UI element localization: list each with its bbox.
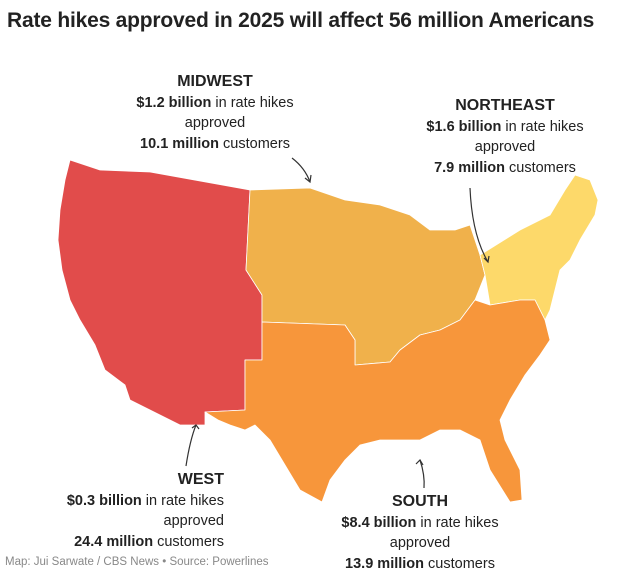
label: in rate hikes xyxy=(501,118,584,135)
rate-hike-amount: $8.4 billion xyxy=(341,514,417,531)
label: approved xyxy=(474,139,536,155)
label: in rate hikes xyxy=(211,94,294,111)
arrow-northeast xyxy=(469,187,489,263)
arrow-south xyxy=(419,459,425,489)
annotation-west: WEST $0.3 billion in rate hikes approved… xyxy=(10,470,224,552)
source-credit: Map: Jui Sarwate / CBS News • Source: Po… xyxy=(5,556,269,568)
annotation-south: SOUTH $8.4 billion in rate hikes approve… xyxy=(315,492,525,574)
label: approved xyxy=(163,513,224,529)
map-title: Rate hikes approved in 2025 will affect … xyxy=(7,9,595,32)
label: customers xyxy=(424,555,495,572)
arrow-midwest xyxy=(291,157,311,183)
customers-count: 13.9 million xyxy=(345,555,425,572)
customers-count: 24.4 million xyxy=(74,533,154,550)
arrow-west xyxy=(185,424,197,467)
rate-hike-amount: $1.2 billion xyxy=(136,94,212,111)
region-name: SOUTH xyxy=(392,493,448,510)
annotation-midwest: MIDWEST $1.2 billion in rate hikes appro… xyxy=(110,72,320,154)
region-name: NORTHEAST xyxy=(455,97,555,114)
label: customers xyxy=(219,135,290,152)
rate-hike-amount: $1.6 billion xyxy=(426,118,502,135)
rate-hike-amount: $0.3 billion xyxy=(66,492,142,509)
region-name: MIDWEST xyxy=(177,73,253,90)
label: in rate hikes xyxy=(141,492,224,509)
customers-count: 7.9 million xyxy=(434,159,505,176)
region-northeast xyxy=(479,174,599,321)
label: customers xyxy=(505,159,576,176)
customers-count: 10.1 million xyxy=(140,135,220,152)
region-south xyxy=(204,299,551,503)
label: approved xyxy=(184,115,246,131)
region-name: WEST xyxy=(177,471,224,488)
annotation-arrows xyxy=(185,157,490,489)
label: approved xyxy=(389,535,451,551)
label: in rate hikes xyxy=(416,514,499,531)
label: customers xyxy=(153,533,224,550)
annotation-northeast: NORTHEAST $1.6 billion in rate hikes app… xyxy=(400,96,610,178)
region-west xyxy=(57,159,263,426)
